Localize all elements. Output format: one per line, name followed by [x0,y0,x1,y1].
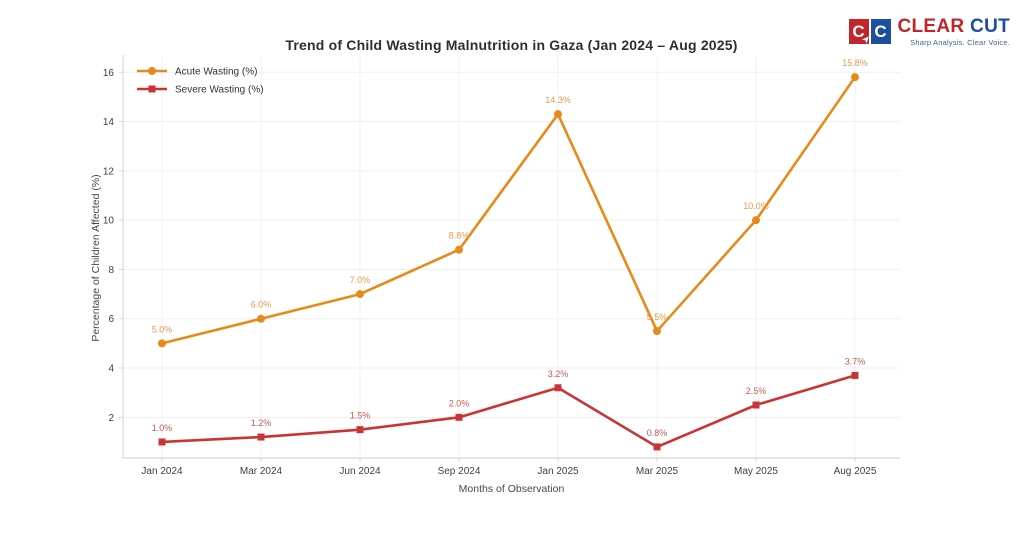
y-tick-label: 4 [108,364,114,375]
y-tick-label: 16 [103,68,115,79]
logo-letter-c-red: C [848,19,869,44]
series-line-severe-wasting [160,374,857,449]
clearcut-logo: C C ➤ CLEAR CUT Sharp Analysis. Clear Vo… [848,17,1011,47]
x-tick-label: Jan 2025 [537,466,579,477]
data-point-marker-severe-wasting [158,438,166,446]
data-point-label-severe-wasting: 3.7% [845,356,866,366]
data-point-marker-acute-wasting [455,245,463,254]
data-point-marker-acute-wasting [257,314,265,323]
data-point-label-severe-wasting: 2.5% [746,386,767,396]
logo-letter-c-blue: C [870,19,891,44]
data-point-marker-severe-wasting [257,433,265,441]
data-point-marker-severe-wasting [356,426,364,434]
data-point-marker-acute-wasting [554,110,562,119]
data-point-label-severe-wasting: 0.8% [647,428,668,438]
data-point-marker-severe-wasting [752,401,760,409]
x-tick-label: Aug 2025 [834,466,877,477]
data-point-marker-acute-wasting [752,216,760,225]
brand-tagline: Sharp Analysis. Clear Voice. [910,38,1010,47]
data-point-label-acute-wasting: 6.0% [251,300,272,310]
brand-name-cut: CUT [970,16,1010,37]
y-tick-label: 6 [108,314,114,325]
y-tick-label: 14 [103,117,115,128]
x-tick-label: Jun 2024 [339,466,381,477]
data-point-label-acute-wasting: 5.0% [152,324,173,334]
brand-wordmark: CLEAR CUT [898,17,1011,36]
brand-name-clear: CLEAR [897,16,965,37]
data-point-label-severe-wasting: 2.0% [449,398,470,408]
data-point-marker-severe-wasting [554,384,562,392]
data-point-marker-severe-wasting [851,371,859,379]
y-tick-label: 12 [103,166,115,177]
data-point-label-acute-wasting: 15.8% [842,58,868,68]
data-point-marker-acute-wasting [851,73,859,82]
legend-marker-square [148,85,156,93]
y-tick-label: 10 [103,216,115,227]
data-point-label-acute-wasting: 10.0% [743,201,769,211]
data-point-label-severe-wasting: 1.5% [350,411,371,421]
data-point-label-severe-wasting: 1.0% [152,423,173,433]
x-tick-label: Mar 2024 [240,466,283,477]
x-tick-label: May 2025 [734,466,778,477]
series-line-acute-wasting [160,75,857,345]
chart-title: Trend of Child Wasting Malnutrition in G… [285,37,738,53]
data-point-marker-acute-wasting [653,327,661,336]
data-point-label-acute-wasting: 14.3% [545,95,571,105]
x-tick-label: Jan 2024 [141,466,183,477]
data-point-label-acute-wasting: 5.5% [647,312,668,322]
data-point-label-acute-wasting: 8.8% [449,231,470,241]
y-tick-label: 8 [108,265,114,276]
logo-text: CLEAR CUT Sharp Analysis. Clear Voice. [898,17,1011,47]
x-axis-title: Months of Observation [458,483,565,495]
data-point-marker-severe-wasting [455,413,463,421]
legend-marker-circle [148,67,156,75]
logo-monogram: C C ➤ [848,19,891,46]
y-tick-label: 2 [108,413,114,424]
data-point-marker-acute-wasting [158,339,166,348]
data-point-label-severe-wasting: 1.2% [251,418,272,428]
data-point-marker-acute-wasting [356,290,364,299]
data-point-marker-severe-wasting [653,443,661,451]
data-point-label-acute-wasting: 7.0% [350,275,371,285]
x-tick-label: Sep 2024 [438,466,481,477]
legend-label: Acute Wasting (%) [175,67,257,78]
x-tick-label: Mar 2025 [636,466,679,477]
data-point-label-severe-wasting: 3.2% [548,369,569,379]
legend-label: Severe Wasting (%) [175,85,264,96]
